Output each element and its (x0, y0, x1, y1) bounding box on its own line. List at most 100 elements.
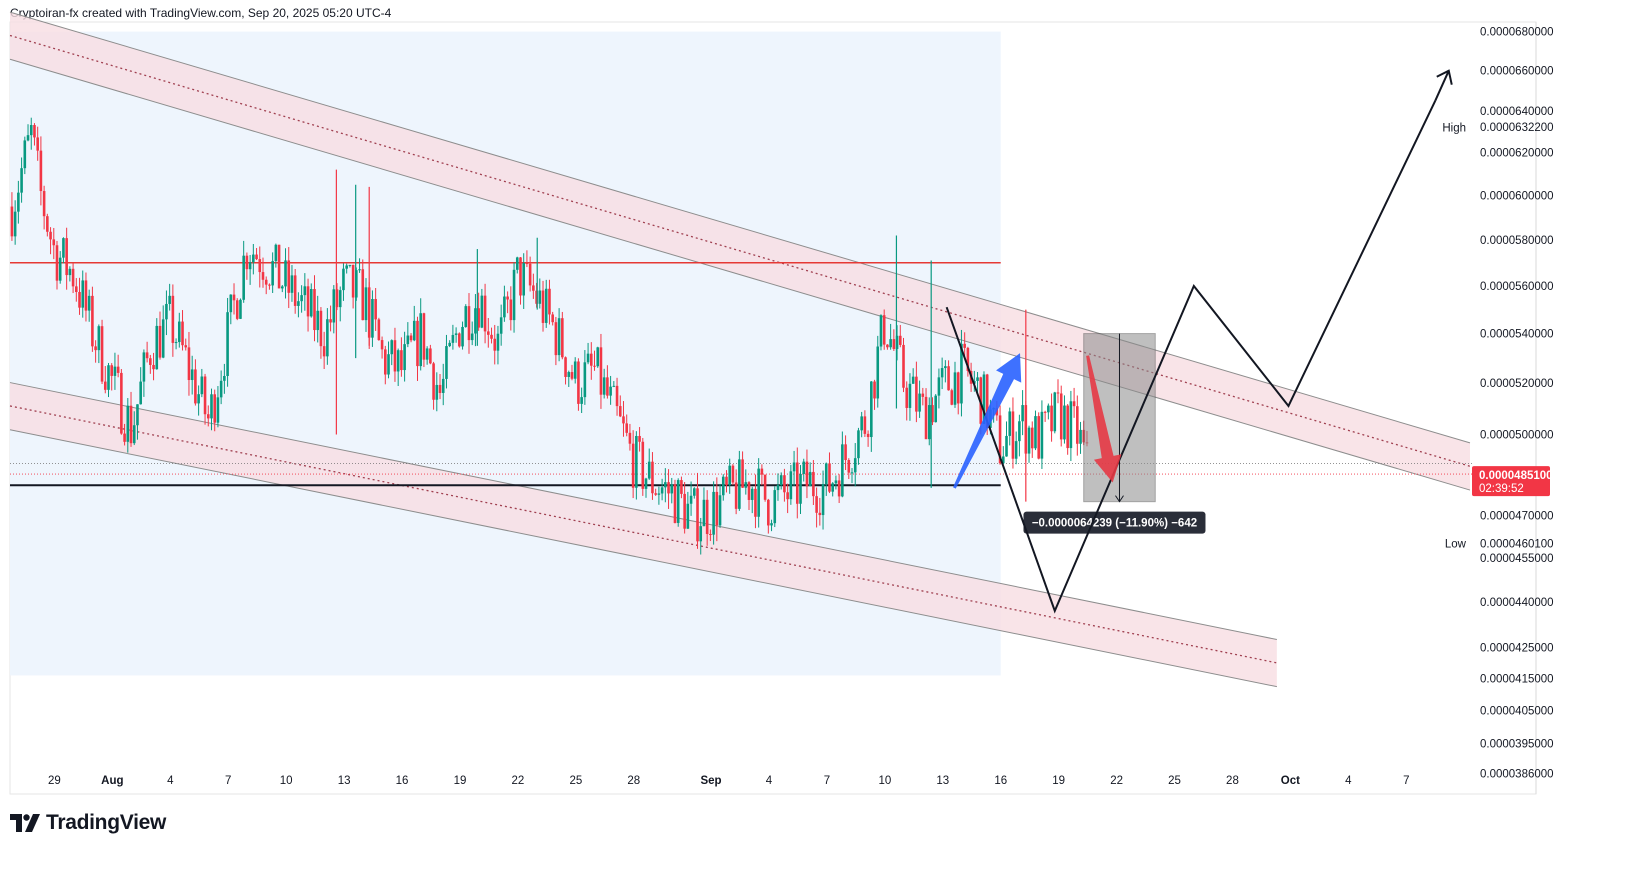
candle-body (664, 482, 667, 488)
candle-body (393, 340, 397, 372)
candle-body (680, 480, 683, 494)
time-tick-label: 25 (1168, 775, 1181, 787)
candle-body (915, 376, 918, 412)
chart-credit: Cryptoiran-fx created with TradingView.c… (10, 6, 392, 20)
time-tick-label: 28 (1226, 775, 1239, 787)
candle-body (229, 294, 233, 313)
tradingview-logo[interactable]: TradingView (10, 811, 166, 835)
candle-body (100, 326, 104, 382)
candle-body (757, 468, 760, 517)
candle-body (493, 338, 497, 351)
candle-body (657, 493, 661, 495)
candle-body (20, 168, 23, 193)
candle-body (1056, 392, 1060, 394)
candle-body (831, 483, 834, 492)
candle-body (1066, 405, 1069, 449)
candle-body (795, 462, 799, 504)
candle-body (548, 288, 551, 315)
candle-body (52, 239, 56, 246)
candle-body (612, 385, 616, 387)
upper-channel-lower-edge (9, 58, 1471, 491)
time-tick-label: 7 (225, 775, 231, 787)
candle-body (412, 320, 416, 341)
price-tick-label: 0.0000520000 (1480, 378, 1554, 390)
candle-body (503, 296, 506, 318)
candle-body (1030, 427, 1034, 449)
candle-body (541, 290, 545, 323)
candle-body (561, 318, 564, 358)
candle-body (847, 460, 851, 473)
candle-body (985, 374, 989, 428)
price-tick-label: 0.0000660000 (1480, 66, 1554, 78)
candle-body (535, 290, 538, 304)
candle-body (126, 405, 130, 442)
candle-body (747, 482, 751, 500)
candle-body (448, 342, 451, 347)
time-tick-label: 19 (1052, 775, 1065, 787)
candle-body (570, 372, 574, 379)
candle-body (876, 346, 880, 399)
candle-body (316, 310, 320, 331)
candle-body (889, 339, 892, 348)
candle-body (496, 333, 500, 351)
candle-body (692, 488, 696, 496)
candle-body (416, 320, 419, 367)
candle-body (264, 279, 268, 285)
candle-body (956, 372, 960, 404)
candle-body (799, 473, 802, 504)
candle-body (255, 254, 258, 260)
candle-body (329, 319, 332, 323)
candle-body (1053, 392, 1057, 432)
candle-body (81, 280, 85, 308)
candlesticks (10, 117, 1089, 555)
candle-body (1040, 411, 1044, 459)
candle-body (239, 299, 242, 319)
candle-body (274, 244, 278, 262)
candle-body (654, 493, 657, 495)
candle-body (792, 462, 796, 472)
candle-body (544, 288, 548, 323)
candle-body (676, 480, 680, 523)
time-tick-label: 25 (569, 775, 582, 787)
candle-body (271, 261, 274, 286)
direction-arrows (953, 353, 1122, 489)
candle-body (551, 314, 554, 323)
candle-body (1063, 405, 1066, 440)
candle-body (525, 263, 529, 265)
candle-body (84, 280, 88, 311)
candle-body (519, 257, 522, 296)
candle-body (174, 342, 178, 344)
candle-body (532, 285, 535, 291)
time-tick-label: 19 (454, 775, 467, 787)
candle-body (892, 339, 896, 349)
measure-arrowhead (1115, 495, 1124, 503)
price-tick-label: 0.0000455000 (1480, 553, 1554, 565)
high-marker-label: High (1442, 123, 1466, 135)
candle-body (400, 350, 403, 371)
candle-body (358, 269, 361, 271)
candle-body (834, 480, 838, 484)
candle-body (33, 125, 36, 138)
projection-path (945, 69, 1453, 614)
candle-body (65, 238, 68, 276)
candle-body (258, 259, 262, 273)
candle-body (898, 335, 902, 345)
candle-body (371, 298, 374, 338)
candle-body (779, 475, 783, 486)
candle-body (982, 374, 986, 424)
candle-body (210, 394, 213, 419)
candle-body (940, 368, 944, 378)
candle-body (97, 326, 101, 351)
candle-body (374, 298, 377, 320)
candle-body (335, 289, 339, 308)
candle-body (635, 435, 638, 488)
price-tick-label: 0.0000540000 (1480, 329, 1554, 341)
time-tick-label: 4 (1345, 775, 1352, 787)
candle-body (290, 275, 294, 293)
candle-body (351, 264, 355, 298)
candle-body (763, 474, 767, 500)
candle-body (419, 313, 423, 367)
candle-body (197, 394, 200, 404)
